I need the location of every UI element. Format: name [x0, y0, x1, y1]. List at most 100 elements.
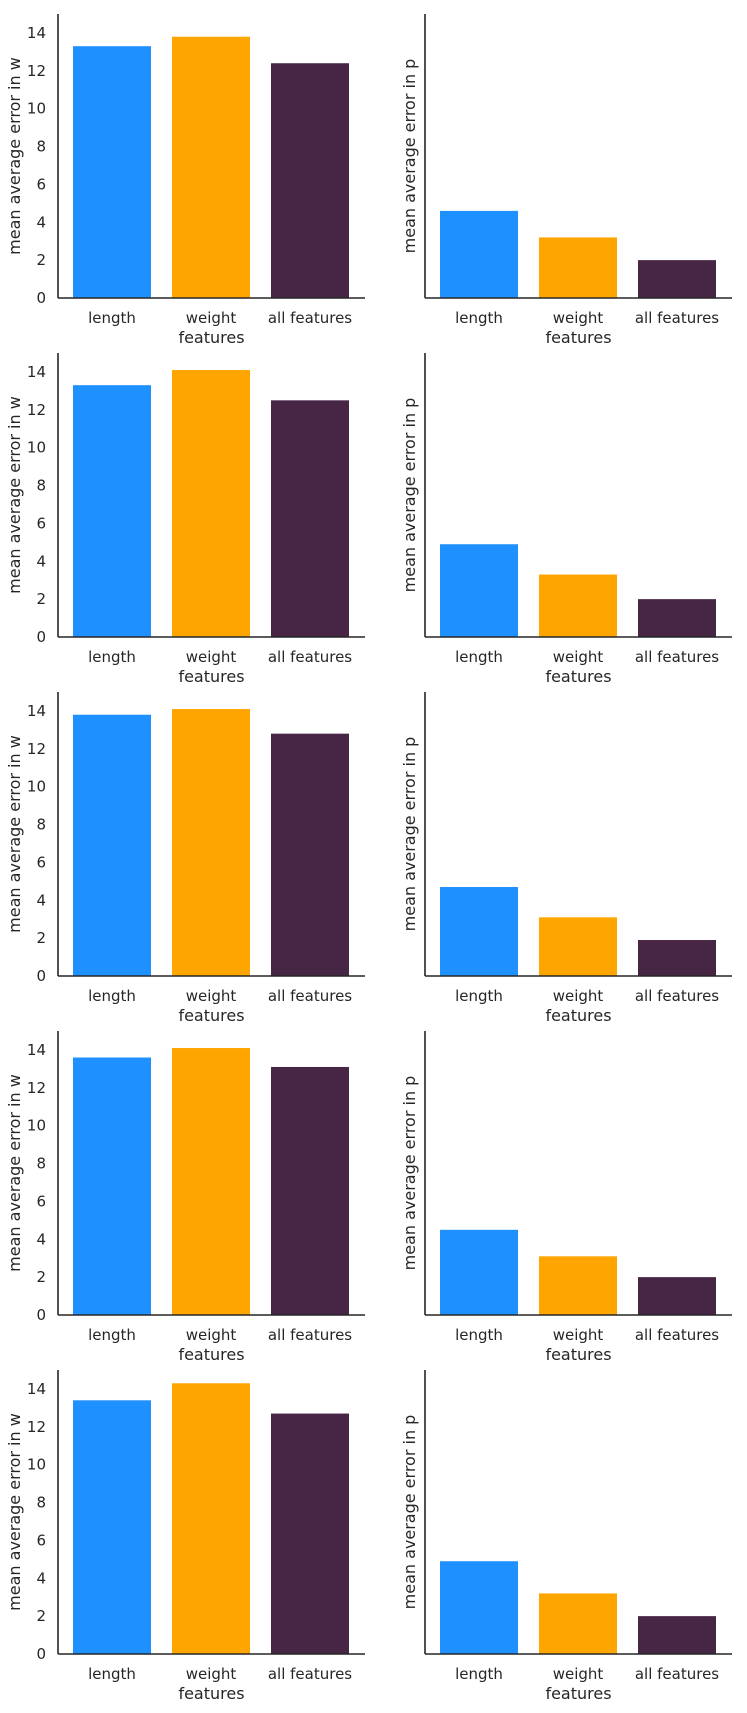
bar-all-features [638, 260, 716, 298]
chart-panel-row-5-left: 0 2 4 6 8 10 12 14 length weight all features featu… [5, 1370, 365, 1703]
x-tick-label: all features [268, 1326, 352, 1344]
bar-all-features [271, 63, 349, 298]
x-tick-label: weight [186, 309, 237, 327]
bar-all-features [638, 940, 716, 976]
x-axis-title: features [545, 667, 611, 686]
y-tick-label: 0 [36, 967, 46, 985]
y-tick-label: 14 [27, 1041, 46, 1059]
bar-all-features [271, 1066, 349, 1315]
bar-weight [539, 237, 617, 298]
x-tick-label: length [88, 1326, 136, 1344]
y-axis-title: mean average error in p [400, 737, 419, 932]
x-axis-title: features [545, 1006, 611, 1025]
y-tick-label: 12 [27, 401, 46, 419]
x-tick-label: all features [268, 987, 352, 1005]
bar-length [73, 1057, 151, 1315]
bar-length [73, 46, 151, 298]
bar-all-features [638, 599, 716, 637]
x-tick-label: all features [268, 648, 352, 666]
y-tick-label: 2 [36, 1268, 46, 1286]
y-tick-label: 4 [36, 891, 46, 909]
y-tick-label: 2 [36, 590, 46, 608]
x-tick-label: length [88, 987, 136, 1005]
bar-length [440, 210, 518, 298]
y-tick-label: 12 [27, 1418, 46, 1436]
bar-weight [172, 709, 250, 976]
x-tick-label: length [455, 987, 503, 1005]
y-tick-label: 10 [27, 100, 46, 118]
y-tick-label: 6 [36, 1192, 46, 1210]
y-axis-title: mean average error in p [400, 1415, 419, 1610]
y-tick-label: 10 [27, 439, 46, 457]
y-axis-title: mean average error in w [5, 1413, 24, 1611]
y-tick-label: 0 [36, 289, 46, 307]
y-tick-label: 4 [36, 1569, 46, 1587]
chart-panel-row-1-right: length weight all features features mean ave… [400, 14, 732, 347]
x-tick-label: weight [186, 1665, 237, 1683]
x-tick-label: weight [553, 1665, 604, 1683]
y-tick-label: 14 [27, 363, 46, 381]
x-axis-title: features [178, 667, 244, 686]
x-tick-label: weight [553, 309, 604, 327]
y-tick-label: 0 [36, 1645, 46, 1663]
x-axis-title: features [178, 1006, 244, 1025]
bar-length [440, 1561, 518, 1654]
y-tick-label: 0 [36, 1306, 46, 1324]
x-tick-label: all features [635, 648, 719, 666]
x-tick-label: weight [553, 987, 604, 1005]
y-tick-label: 14 [27, 24, 46, 42]
y-axis-title: mean average error in p [400, 59, 419, 254]
bar-length [73, 1400, 151, 1654]
chart-panel-row-2-left: 0 2 4 6 8 10 12 14 length weight all features featu… [5, 353, 365, 686]
y-tick-label: 14 [27, 702, 46, 720]
y-tick-label: 6 [36, 514, 46, 532]
y-axis-title: mean average error in w [5, 57, 24, 255]
y-tick-label: 2 [36, 1607, 46, 1625]
chart-panel-row-4-left: 0 2 4 6 8 10 12 14 length weight all features featu… [5, 1031, 365, 1364]
x-tick-label: all features [635, 1326, 719, 1344]
chart-panel-row-5-right: length weight all features features mean ave… [400, 1370, 732, 1703]
x-tick-label: weight [553, 648, 604, 666]
x-tick-label: weight [186, 987, 237, 1005]
y-tick-label: 2 [36, 929, 46, 947]
x-tick-label: all features [635, 987, 719, 1005]
y-tick-label: 10 [27, 1456, 46, 1474]
y-tick-label: 14 [27, 1380, 46, 1398]
y-tick-label: 12 [27, 62, 46, 80]
y-tick-label: 8 [36, 477, 46, 495]
x-tick-label: weight [186, 1326, 237, 1344]
x-axis-title: features [178, 328, 244, 347]
bar-all-features [638, 1277, 716, 1315]
bar-length [440, 1229, 518, 1315]
bar-weight [539, 1256, 617, 1315]
y-axis-title: mean average error in w [5, 396, 24, 594]
x-tick-label: length [455, 1326, 503, 1344]
y-tick-label: 10 [27, 778, 46, 796]
y-tick-label: 8 [36, 816, 46, 834]
y-tick-label: 2 [36, 251, 46, 269]
y-tick-label: 6 [36, 175, 46, 193]
x-axis-title: features [545, 1684, 611, 1703]
y-tick-label: 12 [27, 1079, 46, 1097]
y-axis-title: mean average error in w [5, 1074, 24, 1272]
y-tick-label: 4 [36, 1230, 46, 1248]
y-axis-title: mean average error in p [400, 398, 419, 593]
x-tick-label: length [455, 1665, 503, 1683]
bar-weight [539, 917, 617, 976]
bar-all-features [271, 733, 349, 976]
bar-weight [172, 36, 250, 298]
x-tick-label: all features [635, 309, 719, 327]
bar-all-features [271, 1413, 349, 1654]
x-axis-title: features [545, 328, 611, 347]
x-tick-label: all features [268, 309, 352, 327]
bar-all-features [271, 400, 349, 637]
y-tick-label: 0 [36, 628, 46, 646]
bar-weight [539, 1593, 617, 1654]
x-axis-title: features [178, 1684, 244, 1703]
x-tick-label: all features [268, 1665, 352, 1683]
x-tick-label: length [88, 648, 136, 666]
y-tick-label: 8 [36, 1155, 46, 1173]
x-tick-label: length [88, 1665, 136, 1683]
bar-length [440, 544, 518, 637]
